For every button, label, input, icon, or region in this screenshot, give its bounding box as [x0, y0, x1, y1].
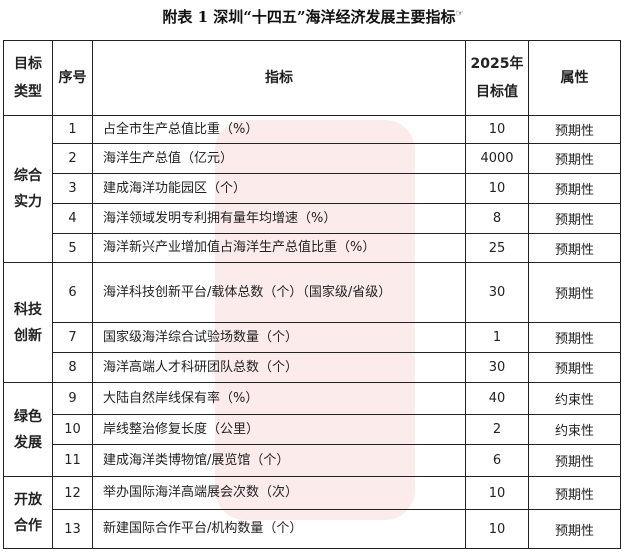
- target-cell: 10: [465, 509, 529, 549]
- attribute-cell: 预期性: [528, 143, 621, 174]
- header-target: 2025年目标值: [465, 40, 529, 116]
- category-cell: 绿色发展: [3, 382, 53, 477]
- indicator-cell: 国家级海洋综合试验场数量（个）: [92, 322, 466, 353]
- no-cell: 2: [52, 143, 93, 174]
- no-cell: 8: [52, 352, 93, 383]
- table-row: 8 海洋高端人才科研团队总数（个） 30 预期性: [4, 352, 621, 383]
- indicator-cell: 海洋高端人才科研团队总数（个）: [92, 352, 466, 383]
- no-cell: 7: [52, 322, 93, 353]
- attribute-cell: 预期性: [528, 476, 621, 510]
- table-row: 7 国家级海洋综合试验场数量（个） 1 预期性: [4, 322, 621, 353]
- target-cell: 10: [465, 115, 529, 144]
- header-row: 目标类型 序号 指标 2025年目标值 属性: [3, 40, 621, 116]
- note-mark-icon: ☞: [455, 9, 464, 19]
- header-type: 目标类型: [3, 40, 53, 116]
- indicator-cell: 海洋生产总值（亿元）: [92, 143, 466, 174]
- target-cell: 40: [465, 382, 529, 415]
- no-cell: 9: [52, 382, 93, 415]
- attribute-cell: 预期性: [528, 444, 621, 477]
- header-indicator: 指标: [92, 40, 466, 116]
- indicator-table: 目标类型 序号 指标 2025年目标值 属性 综合实力 1 占全市生产总值比重（%）…: [3, 40, 621, 549]
- attribute-cell: 预期性: [528, 173, 621, 204]
- title-text: 附表 1 深圳“十四五”海洋经济发展主要指标: [162, 8, 456, 26]
- table-row: 3 建成海洋功能园区（个） 10 预期性: [4, 173, 621, 204]
- no-cell: 4: [52, 203, 93, 234]
- target-cell: 10: [465, 173, 529, 204]
- table-row: 科技创新 6 海洋科技创新平台/载体总数（个）（国家级/省级） 30 预期性: [3, 262, 621, 383]
- no-cell: 5: [52, 233, 93, 263]
- table-row: 11 建成海洋类博物馆/展览馆（个） 6 预期性: [4, 444, 621, 477]
- table-row: 4 海洋领域发明专利拥有量年均增速（%） 8 预期性: [4, 203, 621, 234]
- attribute-cell: 预期性: [528, 233, 621, 263]
- no-cell: 6: [52, 262, 93, 323]
- indicator-cell: 海洋新兴产业增加值占海洋生产总值比重（%）: [92, 233, 466, 263]
- indicator-cell: 海洋领域发明专利拥有量年均增速（%）: [92, 203, 466, 234]
- indicator-cell: 海洋科技创新平台/载体总数（个）（国家级/省级）: [92, 262, 466, 323]
- table-title: 附表 1 深圳“十四五”海洋经济发展主要指标☞: [0, 6, 626, 27]
- attribute-cell: 约束性: [528, 382, 621, 415]
- indicator-cell: 建成海洋类博物馆/展览馆（个）: [92, 444, 466, 477]
- no-cell: 11: [52, 444, 93, 477]
- attribute-cell: 预期性: [528, 262, 621, 323]
- target-cell: 25: [465, 233, 529, 263]
- category-cell: 综合实力: [3, 115, 53, 263]
- attribute-cell: 预期性: [528, 203, 621, 234]
- table-row: 10 岸线整治修复长度（公里） 2 约束性: [4, 414, 621, 445]
- attribute-cell: 约束性: [528, 414, 621, 445]
- category-cell: 开放合作: [3, 476, 53, 549]
- target-cell: 4000: [465, 143, 529, 174]
- attribute-cell: 预期性: [528, 115, 621, 144]
- header-no: 序号: [52, 40, 93, 116]
- table-row: 5 海洋新兴产业增加值占海洋生产总值比重（%） 25 预期性: [4, 233, 621, 263]
- no-cell: 13: [52, 509, 93, 549]
- indicator-cell: 举办国际海洋高端展会次数（次）: [92, 476, 466, 510]
- table-row: 2 海洋生产总值（亿元） 4000 预期性: [4, 143, 621, 174]
- attribute-cell: 预期性: [528, 509, 621, 549]
- indicator-cell: 占全市生产总值比重（%）: [92, 115, 466, 144]
- target-cell: 30: [465, 262, 529, 323]
- target-cell: 30: [465, 352, 529, 383]
- indicator-cell: 建成海洋功能园区（个）: [92, 173, 466, 204]
- table-row: 开放合作 12 举办国际海洋高端展会次数（次） 10 预期性: [3, 476, 621, 549]
- no-cell: 1: [52, 115, 93, 144]
- target-cell: 8: [465, 203, 529, 234]
- target-cell: 10: [465, 476, 529, 510]
- attribute-cell: 预期性: [528, 352, 621, 383]
- table-row: 13 新建国际合作平台/机构数量（个） 10 预期性: [4, 509, 621, 549]
- target-cell: 2: [465, 414, 529, 445]
- indicator-cell: 岸线整治修复长度（公里）: [92, 414, 466, 445]
- attribute-cell: 预期性: [528, 322, 621, 353]
- no-cell: 10: [52, 414, 93, 445]
- table-row: 综合实力 1 占全市生产总值比重（%） 10 预期性: [3, 115, 621, 263]
- header-attr: 属性: [528, 40, 621, 116]
- category-cell: 科技创新: [3, 262, 53, 383]
- table-row: 绿色发展 9 大陆自然岸线保有率（%） 40 约束性: [3, 382, 621, 477]
- target-cell: 6: [465, 444, 529, 477]
- no-cell: 12: [52, 476, 93, 510]
- indicator-cell: 新建国际合作平台/机构数量（个）: [92, 509, 466, 549]
- target-cell: 1: [465, 322, 529, 353]
- no-cell: 3: [52, 173, 93, 204]
- indicator-cell: 大陆自然岸线保有率（%）: [92, 382, 466, 415]
